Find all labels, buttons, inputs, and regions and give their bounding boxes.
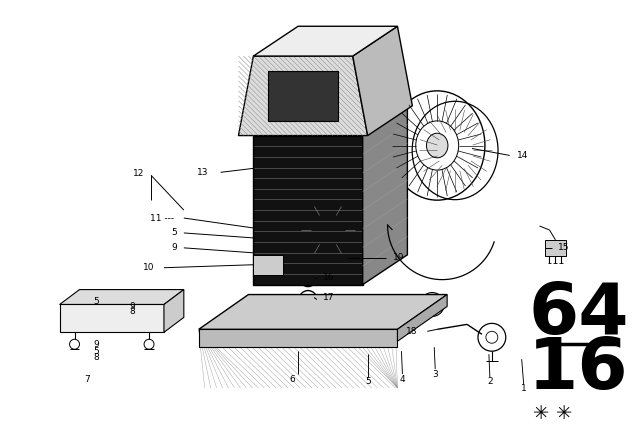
Ellipse shape [390, 91, 485, 200]
Text: ✳: ✳ [533, 404, 550, 423]
Text: 17: 17 [323, 293, 335, 302]
Polygon shape [199, 329, 397, 347]
Circle shape [305, 275, 311, 280]
Circle shape [350, 306, 365, 323]
Text: 2: 2 [487, 378, 493, 387]
Circle shape [70, 339, 79, 349]
Text: 9: 9 [129, 302, 135, 311]
Circle shape [299, 269, 317, 287]
Text: 11 ---: 11 --- [150, 214, 174, 223]
Text: 16: 16 [323, 273, 335, 282]
Text: 3: 3 [433, 370, 438, 379]
Text: 6: 6 [289, 375, 295, 383]
Text: 16: 16 [528, 335, 628, 404]
Text: 12: 12 [132, 169, 144, 178]
Text: 1: 1 [521, 384, 527, 393]
Polygon shape [199, 294, 447, 329]
Text: ✳: ✳ [556, 404, 573, 423]
Circle shape [257, 261, 264, 269]
Polygon shape [253, 26, 397, 56]
Polygon shape [397, 294, 447, 341]
Polygon shape [253, 255, 283, 275]
Circle shape [299, 201, 357, 259]
Polygon shape [60, 305, 164, 332]
Circle shape [109, 314, 119, 323]
Circle shape [478, 323, 506, 351]
Text: 4: 4 [399, 375, 405, 383]
Circle shape [286, 188, 370, 271]
Circle shape [299, 291, 317, 309]
Circle shape [311, 213, 344, 247]
Polygon shape [353, 26, 412, 136]
Text: 18: 18 [406, 327, 417, 336]
Circle shape [310, 306, 326, 323]
Polygon shape [545, 240, 566, 256]
Circle shape [144, 339, 154, 349]
Circle shape [394, 306, 410, 323]
Text: 19: 19 [392, 253, 404, 262]
Text: 13: 13 [197, 168, 209, 177]
Polygon shape [239, 56, 367, 136]
Circle shape [270, 306, 286, 323]
Polygon shape [164, 289, 184, 332]
Text: 14: 14 [516, 151, 528, 160]
Circle shape [144, 314, 154, 323]
Polygon shape [363, 106, 408, 284]
Text: 5: 5 [171, 228, 177, 237]
Circle shape [269, 261, 277, 269]
Polygon shape [60, 289, 184, 305]
Circle shape [305, 297, 311, 302]
Text: 64: 64 [528, 280, 628, 349]
Text: 9: 9 [171, 243, 177, 252]
Text: 8: 8 [129, 307, 135, 316]
Circle shape [70, 314, 79, 323]
Polygon shape [268, 71, 338, 121]
Text: 5: 5 [365, 378, 371, 387]
Text: 8: 8 [93, 353, 99, 362]
Polygon shape [253, 136, 363, 284]
Circle shape [486, 332, 498, 343]
Ellipse shape [426, 133, 448, 158]
Text: 5: 5 [93, 297, 99, 306]
Circle shape [266, 84, 290, 108]
Text: 5: 5 [93, 347, 99, 356]
Text: 10: 10 [143, 263, 154, 272]
Circle shape [420, 293, 444, 316]
Circle shape [322, 224, 334, 236]
Text: 7: 7 [84, 375, 90, 383]
Polygon shape [253, 106, 408, 136]
Text: 9: 9 [93, 340, 99, 349]
Text: 15: 15 [559, 243, 570, 252]
